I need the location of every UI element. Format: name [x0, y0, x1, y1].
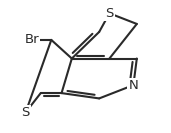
Text: S: S — [22, 106, 30, 119]
Text: Br: Br — [25, 33, 39, 46]
Text: N: N — [128, 79, 138, 92]
Text: S: S — [105, 7, 114, 20]
